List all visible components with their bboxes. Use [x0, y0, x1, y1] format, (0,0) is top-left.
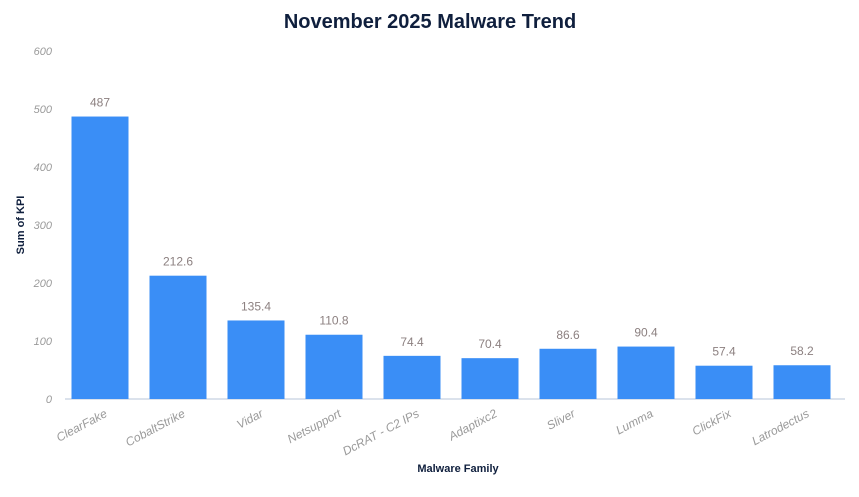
x-tick-label: Lumma — [614, 406, 656, 437]
y-tick-label: 100 — [34, 336, 53, 348]
x-tick-label: Vidar — [234, 406, 266, 432]
bar — [383, 355, 441, 399]
bar — [461, 358, 519, 399]
y-tick-label: 0 — [46, 394, 53, 406]
x-tick-label: ClickFix — [690, 406, 735, 439]
bar — [695, 365, 753, 399]
x-tick-label: Adaptixc2 — [445, 406, 499, 444]
data-label: 57.4 — [712, 345, 736, 359]
data-label: 58.2 — [790, 344, 814, 358]
data-label: 135.4 — [241, 299, 271, 313]
bar — [227, 320, 285, 399]
data-label: 212.6 — [163, 255, 193, 269]
y-tick-label: 500 — [34, 104, 53, 116]
data-label: 110.8 — [319, 314, 348, 328]
y-tick-label: 300 — [34, 220, 53, 232]
y-axis-label: Sum of KPI — [15, 196, 27, 255]
x-tick-label: Latrodectus — [749, 406, 811, 448]
data-label: 74.4 — [400, 335, 424, 349]
x-tick-label: Netsupport — [285, 406, 344, 446]
y-tick-label: 400 — [34, 162, 53, 174]
data-label: 70.4 — [478, 337, 502, 351]
bar — [773, 365, 831, 399]
data-label: 487 — [90, 96, 110, 110]
data-label: 86.6 — [556, 328, 580, 342]
chart-title: November 2025 Malware Trend — [284, 11, 576, 33]
bar — [71, 116, 129, 399]
bar — [305, 334, 363, 399]
y-tick-label: 600 — [34, 46, 53, 58]
data-label: 90.4 — [634, 326, 658, 340]
bar — [617, 346, 675, 399]
x-tick-label: Sliver — [544, 406, 578, 433]
x-axis-label: Malware Family — [417, 463, 499, 475]
bar — [539, 348, 597, 399]
x-tick-label: DcRAT - C2 IPs — [340, 406, 421, 458]
x-tick-label: ClearFake — [54, 406, 110, 445]
x-tick-label: CobaltStrike — [123, 406, 188, 449]
y-tick-label: 200 — [33, 278, 53, 290]
bar — [149, 275, 207, 399]
